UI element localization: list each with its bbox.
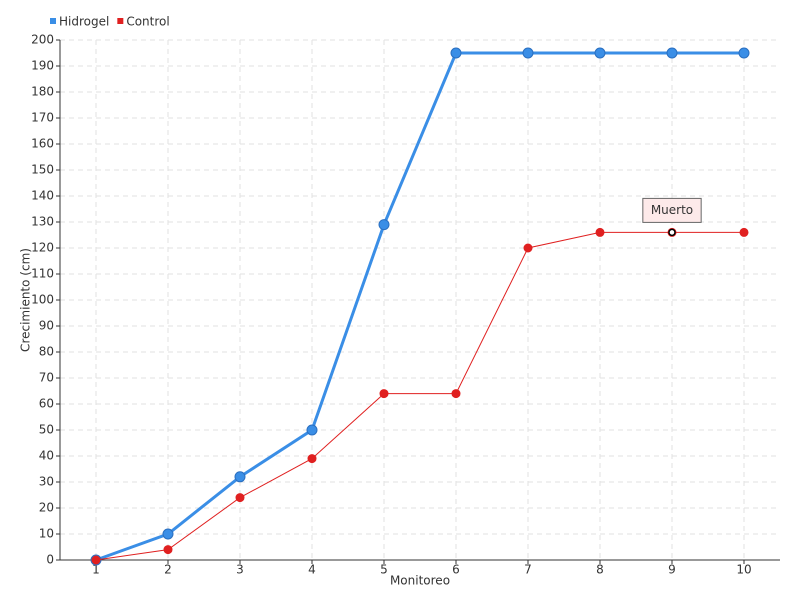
annotation: Muerto xyxy=(642,197,702,223)
series-line xyxy=(95,51,744,562)
data-point xyxy=(379,389,389,399)
data-point xyxy=(234,471,246,483)
x-tick-label: 2 xyxy=(164,563,172,577)
data-point xyxy=(306,424,318,436)
legend-swatch xyxy=(50,18,56,24)
y-tick-label: 90 xyxy=(39,319,54,333)
series-line xyxy=(95,231,744,561)
x-axis-title: Monitoreo xyxy=(390,574,450,588)
y-tick-label: 70 xyxy=(39,371,54,385)
data-point xyxy=(523,243,533,253)
y-tick-label: 200 xyxy=(31,33,54,47)
data-point xyxy=(522,47,534,59)
y-axis-title: Crecimiento (cm) xyxy=(19,248,33,352)
y-tick-label: 140 xyxy=(31,189,54,203)
x-tick-label: 1 xyxy=(92,563,100,577)
data-point xyxy=(451,389,461,399)
annotation-point xyxy=(668,228,676,237)
y-tick-label: 150 xyxy=(31,163,54,177)
y-tick-label: 180 xyxy=(31,85,54,99)
y-tick-label: 110 xyxy=(31,267,54,281)
annotation-box xyxy=(642,197,702,223)
x-tick-label: 9 xyxy=(668,563,676,577)
x-tick-label: 10 xyxy=(736,563,751,577)
y-tick-label: 60 xyxy=(39,397,54,411)
y-tick-label: 80 xyxy=(39,345,54,359)
y-tick-label: 30 xyxy=(39,475,54,489)
x-tick-label: 7 xyxy=(524,563,532,577)
x-tick-label: 6 xyxy=(452,563,460,577)
y-tick-label: 0 xyxy=(46,553,54,567)
data-point xyxy=(738,47,750,59)
annotation-label: Muerto xyxy=(651,203,693,217)
data-point xyxy=(307,454,317,464)
y-tick-label: 130 xyxy=(31,215,54,229)
data-point xyxy=(666,47,678,59)
y-tick-label: 190 xyxy=(31,59,54,73)
y-tick-label: 10 xyxy=(39,527,54,541)
data-point xyxy=(235,493,245,503)
y-tick-label: 50 xyxy=(39,423,54,437)
data-point xyxy=(594,47,606,59)
legend-swatch xyxy=(117,18,124,24)
data-point xyxy=(595,227,605,237)
x-tick-label: 5 xyxy=(380,563,388,577)
y-tick-label: 160 xyxy=(31,137,54,151)
y-tick-label: 120 xyxy=(31,241,54,255)
data-point xyxy=(162,528,174,540)
data-point xyxy=(450,47,462,59)
x-tick-label: 8 xyxy=(596,563,604,577)
y-tick-label: 170 xyxy=(31,111,54,125)
y-tick-label: 40 xyxy=(39,449,54,463)
y-tick-label: 20 xyxy=(39,501,54,515)
x-tick-label: 4 xyxy=(308,563,316,577)
data-point xyxy=(91,555,101,565)
data-point xyxy=(739,227,749,237)
data-point xyxy=(378,219,390,231)
x-tick-label: 3 xyxy=(236,563,244,577)
legend-label: Control xyxy=(126,15,169,29)
legend-label: Hidrogel xyxy=(59,15,109,29)
data-point xyxy=(163,545,173,555)
y-tick-label: 100 xyxy=(31,293,54,307)
